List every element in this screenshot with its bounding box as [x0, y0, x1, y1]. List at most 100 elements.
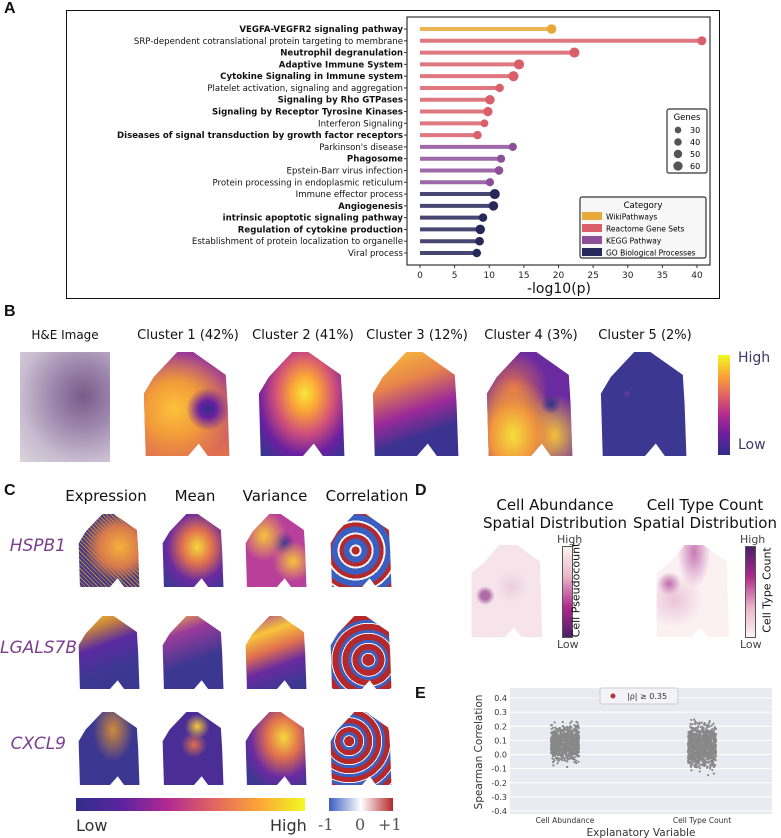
- data-point: [572, 734, 576, 738]
- data-point: [708, 719, 711, 723]
- term-label: Neutrophil degranulation: [280, 49, 403, 59]
- cell-abundance-title-2: Spatial Distribution: [483, 514, 627, 532]
- data-point: [552, 751, 556, 754]
- data-point: [573, 755, 576, 759]
- data-point: [714, 744, 717, 747]
- cb-high-label: High: [270, 816, 307, 835]
- data-point: [691, 745, 694, 748]
- data-point: [697, 743, 700, 746]
- data-point: [708, 735, 711, 738]
- gene-map-expression: [78, 712, 140, 785]
- data-point: [698, 754, 701, 757]
- data-point: [697, 738, 700, 741]
- genes-legend-label: 50: [690, 150, 700, 159]
- data-point: [553, 759, 556, 762]
- data-point: [563, 738, 566, 741]
- data-point: [696, 754, 699, 757]
- data-point: [690, 718, 693, 722]
- data-point: [551, 749, 554, 752]
- data-point: [550, 724, 553, 727]
- data-point: [577, 740, 580, 743]
- scatter-legend: [599, 687, 679, 705]
- genes-legend-dot: [673, 161, 683, 171]
- data-point: [695, 729, 699, 733]
- data-point: [694, 738, 697, 741]
- genes-legend-dot: [673, 149, 683, 159]
- data-point: [706, 731, 709, 734]
- data-point: [694, 743, 697, 746]
- data-point: [570, 720, 573, 723]
- gene-label: HSPB1: [9, 536, 66, 556]
- data-point: [705, 761, 708, 764]
- data-point: [697, 747, 700, 751]
- y-tick-label: -0.1: [491, 765, 507, 774]
- data-point: [565, 738, 568, 741]
- data-point: [687, 742, 690, 745]
- gene-map-mean: [162, 712, 224, 785]
- cluster-colorbar: [718, 355, 730, 455]
- data-point: [552, 736, 555, 739]
- gene-label: CXCL9: [10, 734, 66, 754]
- d-right-low: Low: [740, 638, 762, 651]
- lollipop-dot: [495, 83, 504, 93]
- data-point: [557, 742, 560, 745]
- corr-tick-neg: -1: [318, 815, 334, 834]
- data-point: [561, 729, 565, 732]
- data-point: [707, 751, 710, 754]
- data-point: [713, 736, 716, 739]
- data-point: [712, 772, 715, 775]
- lollipop-dot: [473, 130, 482, 140]
- category-swatch: [582, 224, 602, 232]
- data-point: [691, 762, 694, 766]
- data-point: [712, 722, 715, 725]
- panel-b-label: B: [4, 303, 16, 320]
- data-point: [711, 748, 714, 752]
- gene-map-expression: [78, 514, 140, 587]
- gene-map-variance: [245, 616, 307, 689]
- expression-colorbar: [76, 798, 305, 811]
- data-point: [561, 720, 564, 724]
- data-point: [554, 756, 557, 760]
- cluster-map: [143, 352, 230, 456]
- data-point: [565, 756, 569, 760]
- plot-background: [510, 688, 772, 814]
- data-point: [708, 721, 711, 724]
- data-point: [569, 722, 572, 725]
- data-point: [705, 752, 708, 755]
- data-point: [572, 747, 575, 750]
- data-point: [701, 758, 704, 761]
- data-point: [697, 726, 700, 729]
- lollipop-dot: [513, 59, 525, 70]
- lollipop-dot: [569, 47, 580, 58]
- gene-map-mean: [162, 616, 224, 689]
- data-point: [574, 752, 577, 755]
- data-point: [572, 728, 575, 731]
- data-point: [702, 735, 706, 738]
- data-point: [694, 722, 697, 726]
- data-point: [556, 735, 559, 739]
- data-point: [575, 729, 578, 732]
- data-point: [573, 760, 576, 764]
- data-point: [574, 743, 577, 746]
- data-point: [690, 736, 693, 739]
- data-point: [558, 735, 562, 738]
- data-point: [573, 724, 576, 727]
- data-point: [577, 744, 581, 747]
- cluster-title: Cluster 1 (42%): [137, 328, 239, 343]
- data-point: [686, 756, 690, 759]
- lollipop-dot: [475, 236, 484, 246]
- data-point: [557, 753, 560, 756]
- corr-tick-pos: +1: [378, 815, 402, 834]
- category-legend-label: WikiPathways: [606, 213, 657, 222]
- data-point: [551, 740, 554, 743]
- gene-map-variance: [245, 712, 307, 785]
- data-point: [706, 725, 709, 729]
- data-point: [557, 728, 560, 731]
- data-point: [550, 731, 553, 734]
- data-point: [711, 768, 714, 772]
- he-image: [20, 352, 110, 462]
- data-point: [707, 774, 710, 777]
- data-point: [574, 727, 578, 730]
- data-point: [697, 729, 701, 733]
